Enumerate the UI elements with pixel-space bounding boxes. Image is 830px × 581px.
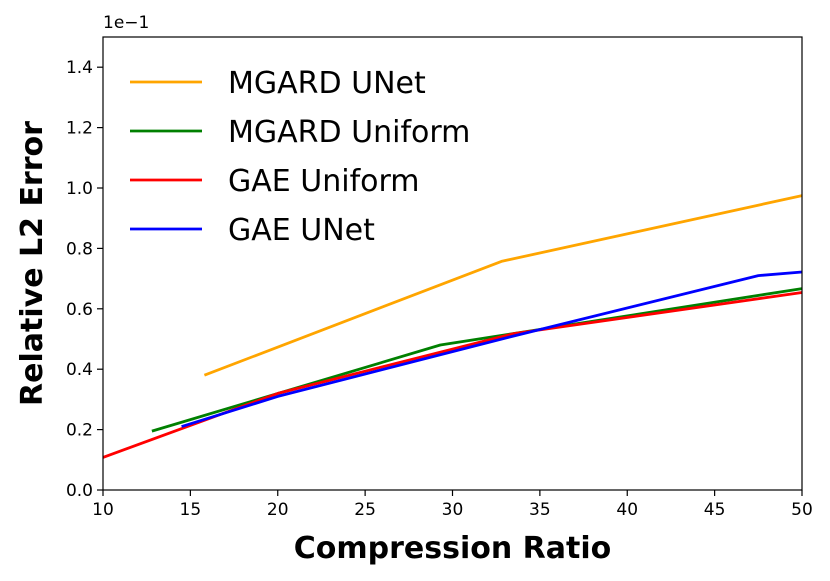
y-tick-label: 1.0 — [66, 179, 93, 199]
y-tick-label: 1.4 — [66, 58, 93, 78]
series-layer — [102, 194, 803, 459]
y-tick-label: 0.6 — [66, 300, 93, 320]
y-tick-label: 0.8 — [66, 239, 93, 259]
y-tick-label: 0.2 — [66, 421, 93, 441]
x-tick-label: 50 — [791, 500, 813, 520]
x-tick-label: 40 — [616, 500, 638, 520]
x-tick-label: 25 — [354, 500, 376, 520]
legend-label: MGARD Uniform — [228, 115, 470, 150]
x-tick-label: 15 — [180, 500, 202, 520]
legend-label: GAE Uniform — [228, 164, 420, 199]
series-line-mgard-unet — [203, 194, 803, 377]
x-tick-label: 45 — [704, 500, 726, 520]
x-tick-label: 20 — [267, 500, 289, 520]
x-tick-label: 30 — [442, 500, 464, 520]
legend: MGARD UNet MGARD Uniform GAE Uniform GAE UN… — [130, 66, 470, 248]
y-tick-label: 0.0 — [66, 481, 93, 501]
legend-label: GAE UNet — [228, 213, 375, 248]
x-axis-title: Compression Ratio — [294, 531, 612, 566]
series-line-gae-uniform — [102, 291, 803, 459]
y-scale-label: 1e−1 — [103, 13, 149, 33]
y-axis-title: Relative L2 Error — [15, 121, 50, 406]
series-line-mgard-uniform — [151, 287, 803, 433]
legend-label: MGARD UNet — [228, 66, 426, 101]
x-tick-label: 35 — [529, 500, 551, 520]
x-tick-label: 10 — [92, 500, 114, 520]
series-line-gae-unet — [181, 270, 803, 428]
y-tick-label: 1.2 — [66, 119, 93, 139]
y-tick-label: 0.4 — [66, 360, 93, 380]
axis-ticks: 10 15 20 25 30 35 40 45 50 0.0 0.2 0.4 0.6 0.8 1.0 1.2 1… — [66, 58, 813, 520]
plot-frame — [102, 36, 803, 491]
